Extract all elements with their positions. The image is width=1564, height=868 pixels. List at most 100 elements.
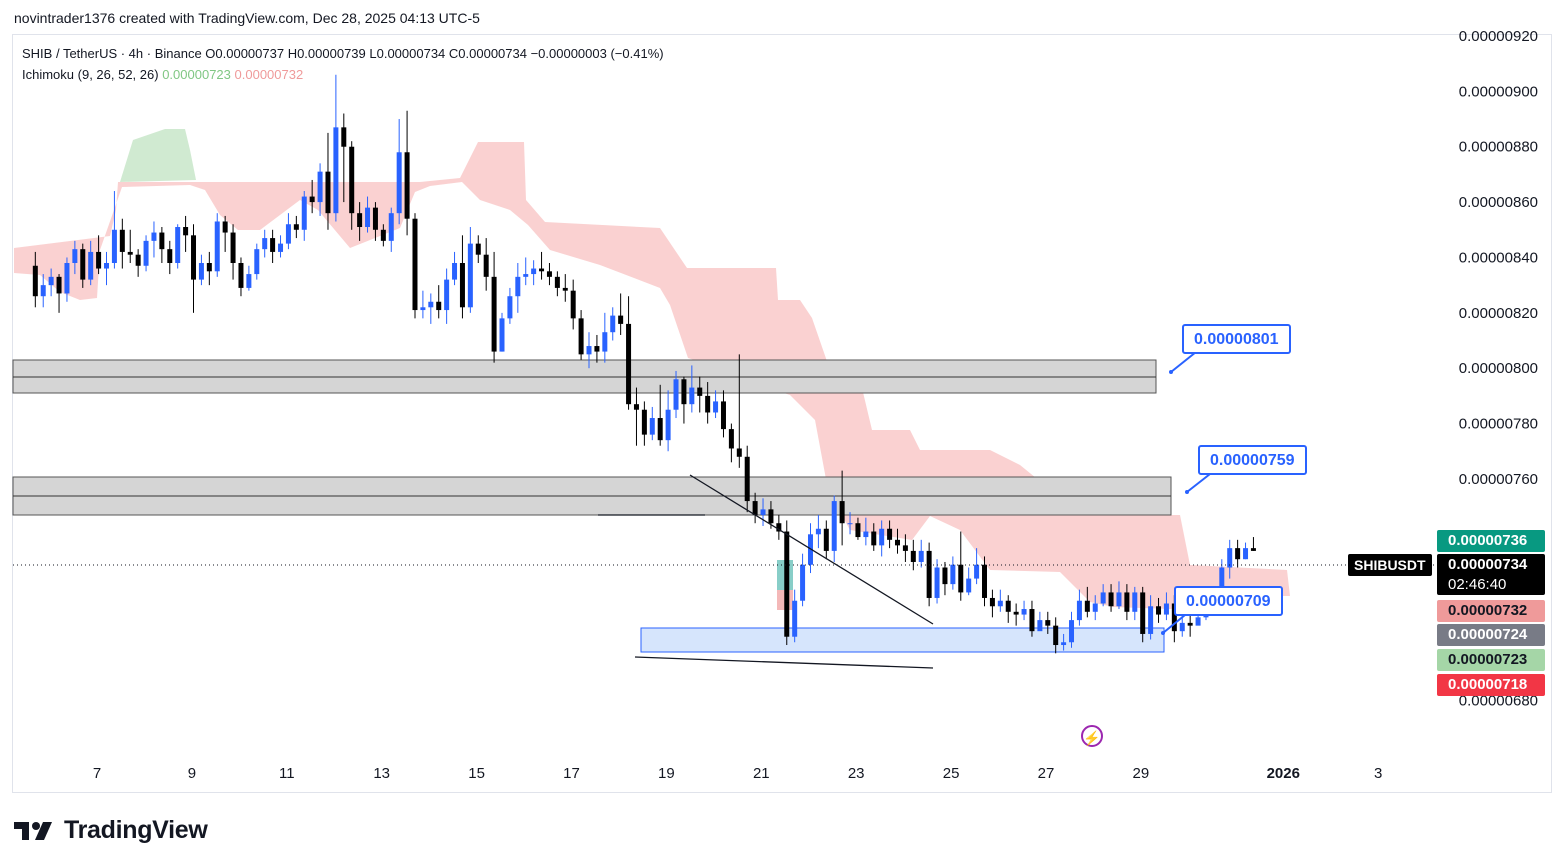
indicator-name: Ichimoku (9, 26, 52, 26)	[22, 67, 159, 82]
candle-6	[80, 243, 86, 288]
candle-body	[285, 224, 291, 244]
callout-801-pointer	[1170, 351, 1197, 373]
candle-body	[135, 254, 141, 266]
candle-143	[1163, 592, 1169, 621]
candle-body	[317, 171, 323, 203]
candle-body	[64, 263, 70, 294]
candle-1	[40, 274, 46, 308]
candle-3	[56, 274, 62, 313]
candle-14	[143, 235, 149, 272]
x-tick-label: 23	[848, 765, 865, 782]
candle-body	[491, 276, 497, 352]
symbol-legend[interactable]: SHIB / TetherUS · 4h · Binance O0.000007…	[22, 46, 664, 61]
candle-body	[246, 274, 252, 288]
descending-trendline[interactable]	[689, 474, 934, 625]
candle-body	[736, 448, 742, 457]
candle-body	[1045, 620, 1051, 626]
candle-body	[325, 171, 331, 214]
x-tick-label: 19	[658, 765, 675, 782]
candle-body	[412, 218, 418, 311]
candle-body	[879, 528, 885, 546]
candle-body	[523, 274, 529, 277]
candle-152	[1235, 539, 1241, 568]
time-axis[interactable]: 7 9 11 13 15 17 19 21 23 25 27 29 2026 3	[93, 765, 1382, 782]
candle-135	[1100, 584, 1106, 607]
candle-body	[934, 567, 940, 598]
candle-body	[641, 409, 647, 435]
flash-icon[interactable]: ⚡	[1081, 725, 1103, 747]
candle-23	[214, 213, 220, 277]
candle-104	[855, 517, 861, 540]
callout-0.00000759[interactable]: 0.00000759	[1198, 445, 1307, 475]
price-tag-736: 0.00000736	[1437, 530, 1545, 552]
callout-0.00000801[interactable]: 0.00000801	[1182, 324, 1291, 354]
price-axis[interactable]: 0.00000920 0.00000900 0.00000880 0.00000860…	[1459, 28, 1538, 709]
candle-97	[800, 553, 806, 607]
candle-120	[982, 556, 988, 607]
candle-body	[894, 539, 900, 546]
candle-body	[728, 429, 734, 449]
x-tick-label: 29	[1133, 765, 1150, 782]
candle-43	[372, 202, 378, 241]
y-tick-label: 0.00000840	[1459, 249, 1538, 266]
candle-121	[989, 589, 995, 618]
price-tag-732: 0.00000732	[1437, 600, 1545, 622]
candle-95	[784, 520, 790, 646]
candle-79	[657, 384, 663, 446]
candle-139	[1132, 586, 1138, 621]
candle-body	[420, 307, 426, 311]
candle-86	[713, 390, 719, 419]
candle-body	[1013, 611, 1019, 615]
candle-body	[143, 240, 149, 266]
candle-body	[167, 249, 173, 263]
candle-body	[183, 227, 189, 236]
candle-body	[910, 550, 916, 562]
candle-131	[1069, 611, 1075, 648]
candle-96	[792, 589, 798, 643]
candle-73	[610, 307, 616, 341]
candle-85	[705, 382, 711, 424]
candle-body	[1219, 567, 1225, 601]
symbol-tag: SHIBUSDT	[1348, 554, 1432, 576]
candle-103	[847, 512, 853, 535]
candle-47	[404, 110, 410, 236]
y-tick-label: 0.00000900	[1459, 83, 1538, 100]
candle-body	[768, 509, 774, 524]
chart-attribution: novintrader1376 created with TradingView…	[14, 10, 480, 26]
candle-body	[278, 243, 284, 252]
candle-51	[436, 285, 442, 319]
candle-body	[942, 567, 948, 585]
candle-body	[48, 276, 54, 286]
callout-709-anchor	[1161, 631, 1165, 635]
support-zone-709[interactable]	[640, 627, 1165, 653]
candle-body	[1171, 603, 1177, 632]
candle-24	[222, 215, 228, 252]
candle-115	[942, 561, 948, 596]
candle-56	[475, 235, 481, 263]
y-tick-label: 0.00000800	[1459, 360, 1538, 377]
candle-body	[1076, 600, 1082, 621]
indicator-value-span-a: 0.00000723	[162, 67, 231, 82]
indicator-legend[interactable]: Ichimoku (9, 26, 52, 26) 0.00000723 0.00…	[22, 67, 303, 82]
candle-body	[720, 401, 726, 430]
candle-87	[720, 390, 726, 438]
candle-116	[950, 556, 956, 590]
candles	[32, 74, 1256, 654]
x-tick-label: 7	[93, 765, 101, 782]
candle-142	[1156, 597, 1162, 623]
candle-body	[127, 251, 133, 255]
callout-0.00000709[interactable]: 0.00000709	[1174, 586, 1283, 616]
candle-body	[1187, 622, 1193, 626]
candle-body	[1005, 600, 1011, 612]
candle-92	[760, 498, 766, 526]
candle-body	[673, 379, 679, 410]
candle-133	[1084, 586, 1090, 618]
support-trendline[interactable]	[634, 656, 934, 669]
candle-body	[554, 276, 560, 288]
candle-134	[1092, 595, 1098, 621]
candle-body	[111, 229, 117, 263]
tradingview-logo[interactable]: TradingView	[14, 816, 208, 845]
candle-body	[341, 127, 347, 147]
candle-body	[950, 564, 956, 585]
